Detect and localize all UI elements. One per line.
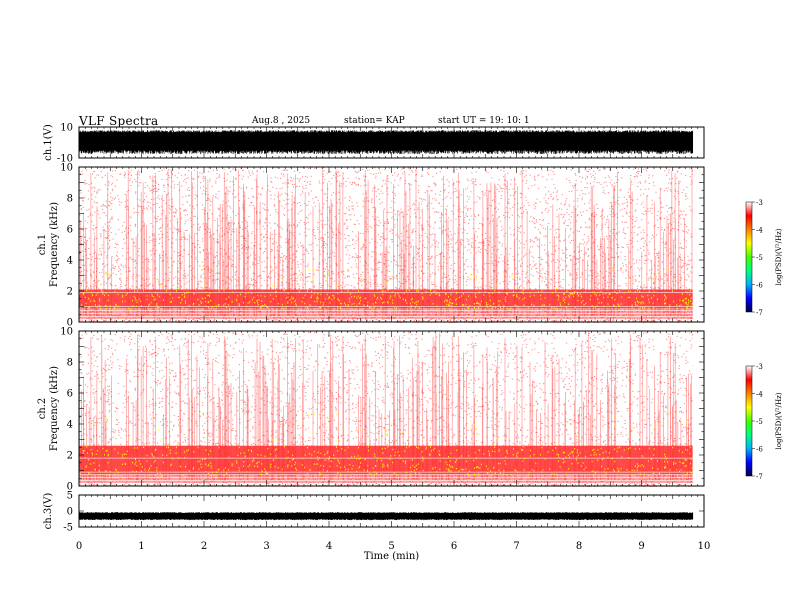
y-tick-label: 2: [67, 287, 73, 298]
time-axis: 0 1 2 3 4 5 6 7 8 9 10: [76, 541, 711, 552]
x-tick-label: 3: [263, 541, 269, 552]
x-tick-label: 1: [138, 541, 144, 552]
x-tick-label: 6: [451, 541, 457, 552]
ch3-waveform-trace: [78, 512, 694, 521]
y-tick-label: 4: [67, 256, 73, 267]
ch2-spectrogram-colorbar-ticks: -3 -4 -5 -6 -7: [752, 363, 763, 481]
y-tick-label: 8: [67, 194, 73, 205]
y-tick-label: -5: [63, 523, 73, 534]
x-tick-label: 5: [388, 541, 394, 552]
y-tick-label: 2: [67, 451, 73, 462]
spectrogram-band: [79, 445, 693, 476]
ch2-spectrogram-colorbar-label: log(PSD)(V²/Hz): [775, 392, 783, 449]
colorbar-tick-label: -6: [756, 282, 763, 290]
y-tick-label: 10: [60, 327, 73, 338]
ch1-waveform-trace: [78, 130, 694, 155]
time-axis-label: Time (min): [364, 551, 419, 562]
spectrogram-lowband: [79, 475, 693, 483]
colorbar-tick-label: -3: [756, 199, 763, 207]
ch1-spectrogram-yticks: 0 2 4 6 8 10: [60, 163, 704, 329]
ch1-waveform-ylabel: ch.1(V): [43, 124, 54, 161]
x-tick-label: 7: [513, 541, 519, 552]
ch1-waveform-xticks: [78, 127, 705, 158]
colorbar-tick-label: -7: [756, 473, 763, 481]
ch1-spectrogram-ylabel: Frequency (kHz): [49, 202, 60, 287]
y-tick-label: 10: [60, 123, 73, 134]
y-tick-label: 0: [67, 482, 73, 493]
y-tick-label: -10: [57, 154, 73, 165]
y-tick-label: 5: [67, 491, 73, 502]
figure-title: VLF Spectra: [79, 114, 159, 128]
ch2-spectrogram-yticks: 0 2 4 6 8 10: [60, 327, 704, 493]
ch3-waveform-ylabel: ch.3(V): [43, 493, 54, 530]
colorbar-tick-label: -4: [756, 391, 763, 399]
colorbar-tick-label: -5: [756, 418, 763, 426]
start-time-label: start UT = 19: 10: 1: [438, 116, 530, 126]
ch1-waveform-yticks: 10 -10: [57, 123, 73, 165]
ch1-spectrogram-image: [79, 167, 704, 323]
x-tick-label: 10: [698, 541, 711, 552]
y-tick-label: 8: [67, 358, 73, 369]
ch1-spectrogram-colorbar: [745, 201, 753, 313]
spectrogram-stipple: [79, 167, 694, 323]
y-tick-label: 4: [67, 420, 73, 431]
x-tick-label: 8: [576, 541, 582, 552]
spectrogram-band-lines: [79, 292, 693, 317]
spectrogram-empty-tail: [692, 167, 704, 322]
x-tick-label: 9: [638, 541, 644, 552]
ch1-spectrogram-ylabel-channel: ch.1: [37, 234, 48, 256]
ch3-waveform-xticks: [78, 495, 705, 527]
ch1-spectrogram-colorbar-label: log(PSD)(V²/Hz): [775, 228, 783, 285]
ch2-spectrogram-ylabel: Frequency (kHz): [49, 366, 60, 451]
x-tick-label: 4: [326, 541, 332, 552]
station-label: station= KAP: [344, 116, 405, 126]
ch2-spectrogram-ylabel-channel: ch.2: [37, 398, 48, 420]
x-tick-label: 0: [76, 541, 82, 552]
ch2-spectrogram-xticks: [78, 331, 705, 486]
y-tick-label: 6: [67, 225, 73, 236]
date-label: Aug.8 , 2025: [252, 116, 311, 126]
colorbar-tick-label: -6: [756, 446, 763, 454]
ch2-spectrogram-colorbar: [745, 365, 753, 477]
spectrogram-empty-tail: [692, 331, 704, 486]
ch1-spectrogram-xticks: [78, 167, 705, 322]
colorbar-tick-label: -3: [756, 363, 763, 371]
colorbar-tick-label: -4: [756, 227, 763, 235]
y-tick-label: 0: [67, 507, 73, 518]
colorbar-tick-label: -5: [756, 254, 763, 262]
spectrogram-band: [79, 289, 693, 309]
ch3-waveform-yticks: 5 0 -5: [63, 491, 704, 534]
ch2-spectrogram-image: [79, 331, 704, 487]
colorbar-tick-label: -7: [756, 309, 763, 317]
spectrogram-band-lines: [79, 457, 693, 481]
x-tick-label: 2: [201, 541, 207, 552]
spectrogram-streaks: [80, 168, 693, 316]
y-tick-label: 10: [60, 163, 73, 174]
y-tick-label: 6: [67, 389, 73, 400]
ch1-spectrogram-colorbar-ticks: -3 -4 -5 -6 -7: [752, 199, 763, 317]
y-tick-label: 0: [67, 318, 73, 329]
